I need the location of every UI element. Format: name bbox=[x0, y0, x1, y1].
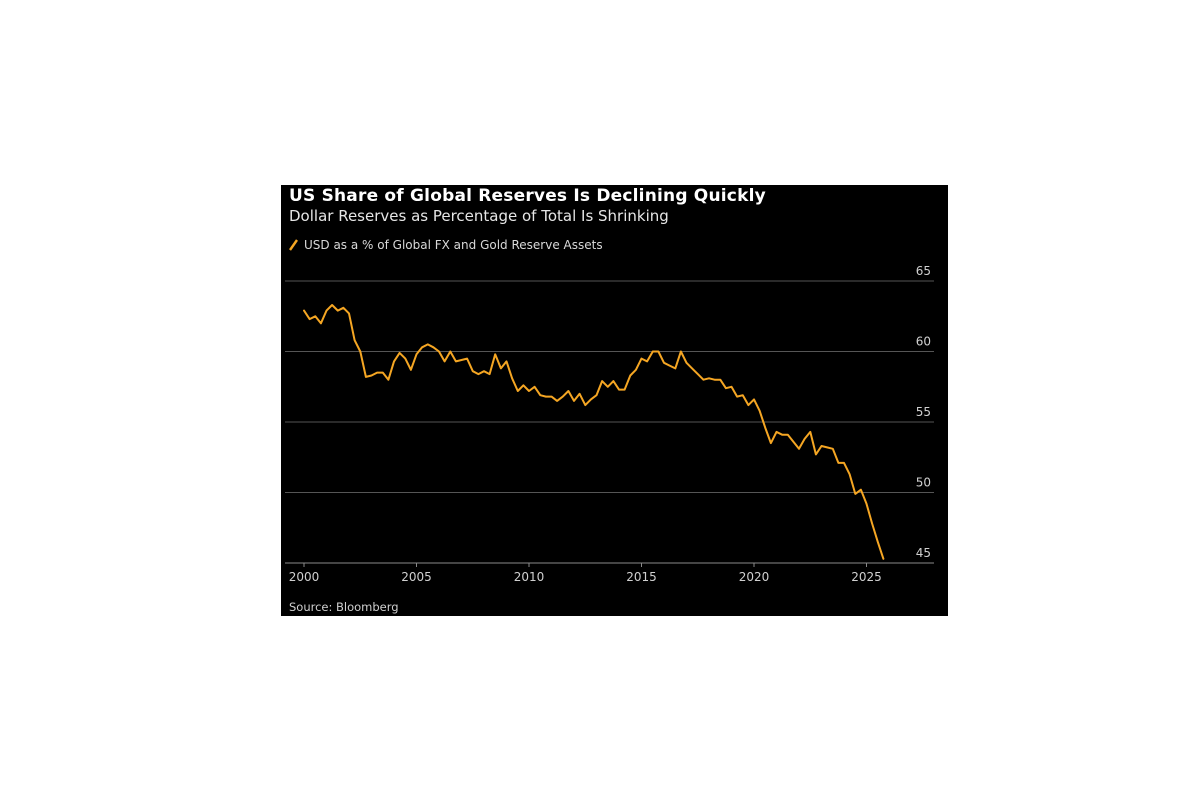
legend-swatch bbox=[289, 239, 298, 251]
y-tick-label-65: 65 bbox=[916, 264, 931, 278]
y-tick-label-60: 60 bbox=[916, 335, 931, 349]
y-tick-label-50: 50 bbox=[916, 476, 931, 490]
chart-title: US Share of Global Reserves Is Declining… bbox=[289, 186, 766, 206]
x-tick-label-2005: 2005 bbox=[401, 570, 432, 584]
plot-area: 45 50 55 60 65 2000 2005 2010 2015 2020 2025 bbox=[285, 264, 934, 584]
legend-label: USD as a % of Global FX and Gold Reserve… bbox=[304, 238, 603, 252]
x-tick-label-2015: 2015 bbox=[626, 570, 657, 584]
y-tick-label-55: 55 bbox=[916, 405, 931, 419]
chart-subtitle: Dollar Reserves as Percentage of Total I… bbox=[289, 207, 669, 225]
legend: USD as a % of Global FX and Gold Reserve… bbox=[289, 238, 603, 252]
chart-panel: US Share of Global Reserves Is Declining… bbox=[281, 185, 948, 616]
series-line-0 bbox=[303, 304, 885, 560]
y-tick-label-45: 45 bbox=[916, 546, 931, 560]
x-tick-label-2025: 2025 bbox=[851, 570, 882, 584]
x-tick-label-2020: 2020 bbox=[739, 570, 770, 584]
source-note: Source: Bloomberg bbox=[289, 600, 399, 614]
x-tick-label-2010: 2010 bbox=[514, 570, 545, 584]
x-tick-label-2000: 2000 bbox=[289, 570, 320, 584]
